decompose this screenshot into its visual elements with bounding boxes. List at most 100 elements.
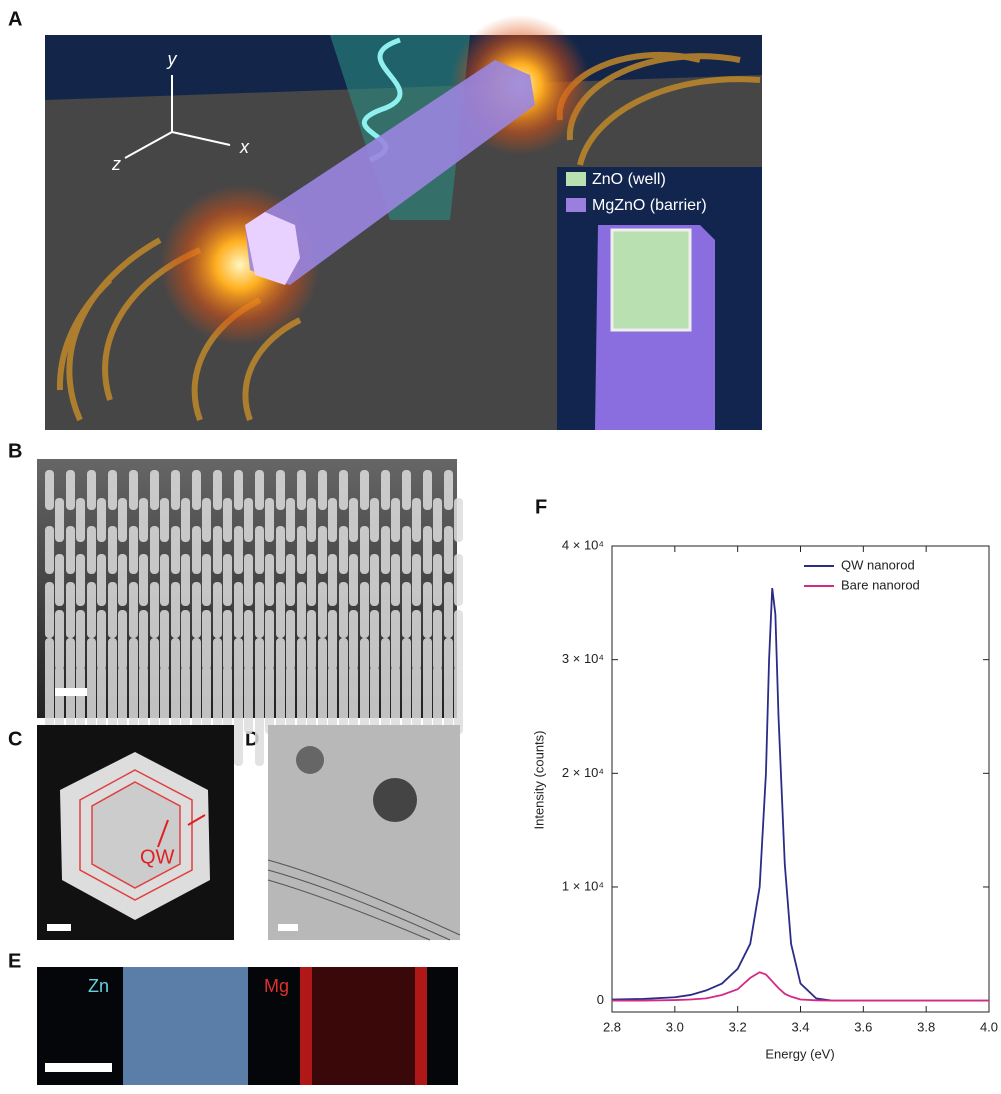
pillar — [129, 526, 138, 574]
map-label: Mg — [264, 976, 289, 996]
pillar — [55, 498, 64, 542]
pillar — [129, 638, 138, 702]
pillar — [265, 498, 274, 542]
pillar — [118, 610, 127, 670]
panel-a: y x z ZnO (well) MgZnO (barrier) — [45, 15, 762, 430]
particle — [296, 746, 324, 774]
pillar — [339, 526, 348, 574]
pillar — [234, 638, 243, 702]
pillar — [328, 554, 337, 606]
axis-name: y — [166, 49, 178, 69]
pillar — [66, 582, 75, 638]
pillar — [223, 610, 232, 670]
inset-well — [612, 230, 690, 330]
pillar — [213, 638, 222, 702]
pillar — [307, 610, 316, 670]
pillar — [276, 582, 285, 638]
pillar — [139, 554, 148, 606]
pillar — [339, 638, 348, 702]
zn-map — [123, 967, 248, 1085]
pillar — [454, 554, 463, 606]
pillar — [381, 582, 390, 638]
pillar — [297, 470, 306, 510]
pillar — [381, 638, 390, 702]
pillar — [76, 554, 85, 606]
pillar — [55, 610, 64, 670]
pillar — [370, 498, 379, 542]
pillar — [150, 638, 159, 702]
pillar — [150, 526, 159, 574]
pillar — [55, 666, 64, 734]
y-tick-label: 1 × 10⁴ — [562, 878, 604, 893]
pillar — [76, 610, 85, 670]
legend-text: MgZnO (barrier) — [592, 197, 707, 214]
pillar — [265, 610, 274, 670]
y-tick-label: 0 — [597, 992, 604, 1007]
pillar — [181, 498, 190, 542]
pillar — [108, 526, 117, 574]
pillar — [339, 470, 348, 510]
pillar — [412, 498, 421, 542]
series-line — [612, 588, 989, 1001]
pillar — [307, 666, 316, 734]
pillar — [97, 666, 106, 734]
x-tick-label: 3.8 — [917, 1019, 935, 1034]
pillar — [255, 694, 264, 766]
legend-text: ZnO (well) — [592, 171, 666, 188]
pillar — [412, 610, 421, 670]
pillar — [276, 470, 285, 510]
mg-map — [312, 967, 415, 1085]
pillar — [349, 610, 358, 670]
pillar — [171, 638, 180, 702]
pillar — [318, 638, 327, 702]
panel-label: E — [8, 950, 21, 972]
pillar — [349, 666, 358, 734]
legend-swatch — [566, 172, 586, 186]
pillar — [118, 666, 127, 734]
pillar — [412, 666, 421, 734]
pillar — [433, 498, 442, 542]
map-label: Zn — [88, 976, 109, 996]
pillar — [402, 582, 411, 638]
scale-bar — [47, 924, 71, 931]
pillar — [339, 582, 348, 638]
pillar — [391, 554, 400, 606]
y-tick-label: 4 × 10⁴ — [562, 537, 604, 552]
pillar — [328, 610, 337, 670]
pillar — [391, 610, 400, 670]
pillar — [150, 470, 159, 510]
y-tick-label: 3 × 10⁴ — [562, 651, 604, 666]
pillar — [150, 582, 159, 638]
x-tick-label: 3.4 — [791, 1019, 809, 1034]
pillar — [318, 582, 327, 638]
pillar — [129, 582, 138, 638]
pillar — [66, 470, 75, 510]
pillar — [402, 526, 411, 574]
pillar — [181, 610, 190, 670]
pillar — [234, 526, 243, 574]
pillar — [297, 638, 306, 702]
y-axis-label: Intensity (counts) — [531, 731, 546, 830]
pillar — [223, 554, 232, 606]
pillar — [160, 498, 169, 542]
pillar — [97, 610, 106, 670]
plot-frame — [612, 546, 989, 1012]
pillar — [45, 638, 54, 702]
panel-d — [268, 725, 460, 940]
pillar — [307, 498, 316, 542]
pillar — [444, 638, 453, 702]
pillar — [171, 526, 180, 574]
x-tick-label: 3.6 — [854, 1019, 872, 1034]
pillar — [297, 526, 306, 574]
pillar — [139, 610, 148, 670]
pillar — [244, 610, 253, 670]
pillar — [444, 582, 453, 638]
pillar — [297, 582, 306, 638]
pillar — [360, 638, 369, 702]
pillar — [66, 526, 75, 574]
pillar — [370, 610, 379, 670]
pillar — [213, 470, 222, 510]
pillar — [160, 554, 169, 606]
scale-bar — [45, 1063, 112, 1072]
